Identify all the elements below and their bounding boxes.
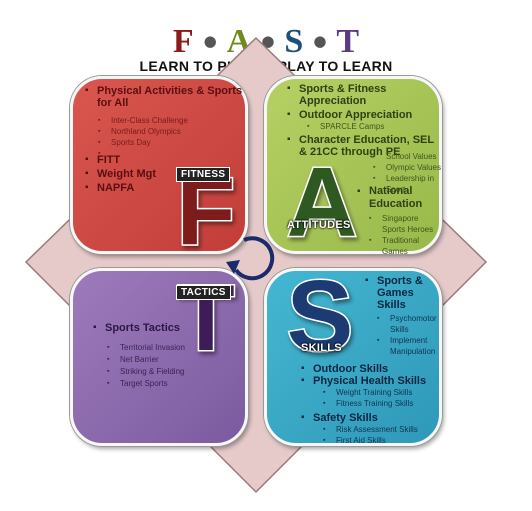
list-item: Net Barrier bbox=[107, 354, 223, 366]
attitudes-panel: Sports & Fitness Appreciation Outdoor Ap… bbox=[264, 76, 442, 257]
skills-group-2: Outdoor Skills bbox=[301, 363, 441, 375]
skills-panel: Sports & Games Skills Psychomotor Skills… bbox=[264, 268, 442, 446]
attitudes-list-top: Sports & Fitness Appreciation Outdoor Ap… bbox=[287, 83, 437, 160]
attitudes-label: ATTITUDES bbox=[287, 219, 351, 231]
list-item: Psychomotor Skills bbox=[377, 313, 443, 335]
fitness-main-3: NAPFA bbox=[85, 182, 245, 194]
list-item: Northland Olympics bbox=[98, 126, 245, 137]
skills-group-3: Physical Health Skills bbox=[301, 375, 441, 387]
fitness-list: Physical Activities & Sports for All Int… bbox=[85, 85, 245, 196]
list-item: Target Sports bbox=[107, 378, 223, 390]
fitness-panel: Physical Activities & Sports for All Int… bbox=[70, 76, 248, 254]
attitudes-group-4: National Education bbox=[357, 185, 437, 211]
fitness-group-1: Physical Activities & Sports for All bbox=[85, 85, 245, 109]
list-item: First Aid Skills bbox=[323, 435, 441, 446]
list-item: Olympic Values bbox=[373, 162, 441, 173]
list-item: SPARCLE Camps bbox=[307, 121, 437, 132]
list-item: Territorial Invasion bbox=[107, 342, 223, 354]
title-dot: ● bbox=[203, 32, 217, 51]
title-dot: ● bbox=[313, 32, 327, 51]
list-item: Fitness Training Skills bbox=[323, 398, 441, 409]
skills-group-1: Sports & Games Skills bbox=[365, 275, 443, 311]
title-letter-f: F bbox=[172, 23, 194, 60]
list-item: Implement Manipulation bbox=[377, 335, 443, 357]
big-letter-t: T bbox=[177, 265, 234, 370]
fitness-main-2: Weight Mgt bbox=[85, 168, 245, 180]
fitness-label: FITNESS bbox=[176, 167, 231, 182]
list-item: Singapore Sports Heroes bbox=[369, 213, 437, 235]
skills-group-4: Safety Skills bbox=[301, 412, 441, 424]
list-item: Weight Training Skills bbox=[323, 387, 441, 398]
tactics-label: TACTICS bbox=[176, 285, 231, 300]
cycle-arrow-icon bbox=[234, 236, 275, 281]
list-item: Striking & Fielding bbox=[107, 366, 223, 378]
list-item: Traditional Games bbox=[369, 235, 437, 257]
tactics-group-1: Sports Tactics bbox=[93, 322, 223, 334]
attitudes-group-2: Outdoor Appreciation bbox=[287, 109, 437, 121]
subtitle-right: PLAY TO LEARN bbox=[277, 58, 393, 74]
big-letter-s: S bbox=[287, 260, 354, 372]
list-item: Sports Day bbox=[98, 137, 245, 148]
fitness-main-1: FITT bbox=[85, 154, 245, 166]
list-item: School Values bbox=[373, 151, 441, 162]
tactics-list: Sports Tactics Territorial Invasion Net … bbox=[93, 322, 223, 390]
skills-list-bottom: Outdoor Skills Physical Health Skills We… bbox=[301, 363, 441, 446]
cycle-arrowhead-icon bbox=[226, 260, 240, 274]
list-item: Risk Assessment Skills bbox=[323, 424, 441, 435]
attitudes-group-1: Sports & Fitness Appreciation bbox=[287, 83, 437, 107]
title-letter-s: S bbox=[284, 23, 304, 60]
skills-label: SKILLS bbox=[301, 342, 342, 354]
list-item: Inter-Class Challenge bbox=[98, 115, 245, 126]
title-letter-t: T bbox=[336, 23, 360, 60]
skills-list-top: Sports & Games Skills Psychomotor Skills… bbox=[365, 275, 443, 357]
attitudes-list-ne: National Education Singapore Sports Hero… bbox=[357, 185, 437, 257]
big-letter-a: A bbox=[287, 147, 358, 257]
